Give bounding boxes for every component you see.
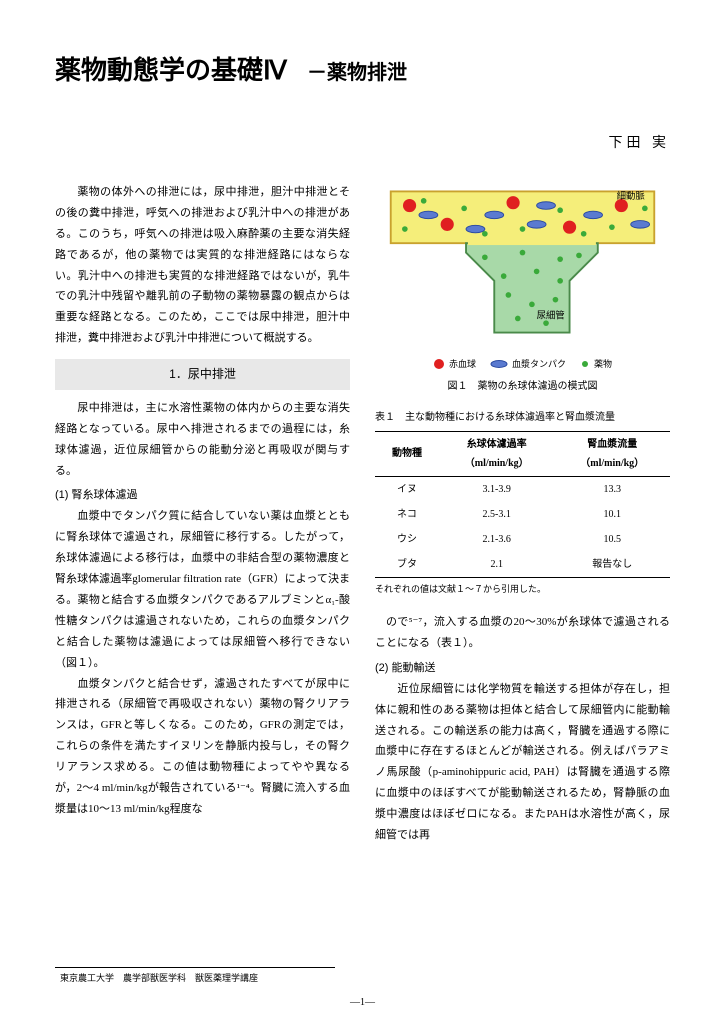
paragraph: 近位尿細管には化学物質を輸送する担体が存在し，担体に親和性のある薬物は担体と結合… bbox=[375, 679, 670, 846]
glomerular-filtration-diagram: 細動脈 尿細管 bbox=[375, 182, 670, 342]
main-title: 薬物動態学の基礎Ⅳ bbox=[55, 50, 287, 87]
figure-1: 細動脈 尿細管 赤血球 血漿タンパク 薬物 図１ 薬物の糸球体濾過の模式図 bbox=[375, 182, 670, 396]
table-note: それぞれの値は文献１～７から引用した。 bbox=[375, 581, 670, 598]
table-cell: 2.1 bbox=[439, 552, 555, 578]
paragraph: 薬物の体外への排泄には，尿中排泄，胆汁中排泄とその後の糞中排泄，呼気への排泄およ… bbox=[55, 182, 350, 349]
table-row: イヌ3.1-3.913.3 bbox=[375, 476, 670, 502]
table-cell: 報告なし bbox=[554, 552, 670, 578]
legend-rbc: 赤血球 bbox=[433, 356, 476, 373]
table-caption: 表１ 主な動物種における糸球体濾過率と腎血漿流量 bbox=[375, 410, 670, 425]
page-number: ―1― bbox=[0, 997, 725, 1008]
legend-drug: 薬物 bbox=[580, 356, 612, 373]
table-col-rpf: 腎血漿流量（ml/min/kg） bbox=[554, 431, 670, 476]
table-row: ブタ2.1報告なし bbox=[375, 552, 670, 578]
paragraph: 血漿タンパクと結合せず，濾過されたすべてが尿中に排泄される（尿細管で再吸収されな… bbox=[55, 674, 350, 820]
table-cell: 13.3 bbox=[554, 476, 670, 502]
right-column: 細動脈 尿細管 赤血球 血漿タンパク 薬物 図１ 薬物の糸球体濾過の模式図 bbox=[375, 182, 670, 846]
table-cell: 2.5-3.1 bbox=[439, 502, 555, 527]
title-row: 薬物動態学の基礎Ⅳ －薬物排泄 bbox=[55, 50, 670, 87]
table-cell: 10.1 bbox=[554, 502, 670, 527]
tubule-label: 尿細管 bbox=[537, 309, 565, 320]
table-row: ネコ2.5-3.110.1 bbox=[375, 502, 670, 527]
table-col-gfr: 糸球体濾過率（ml/min/kg） bbox=[439, 431, 555, 476]
gfr-table: 動物種 糸球体濾過率（ml/min/kg） 腎血漿流量（ml/min/kg） イ… bbox=[375, 431, 670, 578]
subtitle: －薬物排泄 bbox=[307, 56, 407, 85]
affiliation: 東京農工大学 農学部獣医学科 獣医薬理学講座 bbox=[60, 971, 258, 984]
arteriole-label: 細動脈 bbox=[617, 190, 646, 201]
table-cell: ネコ bbox=[375, 502, 439, 527]
subsection-heading: (2) 能動輸送 bbox=[375, 658, 670, 679]
footer-rule bbox=[55, 967, 335, 968]
table-row: ウシ2.1-3.610.5 bbox=[375, 527, 670, 552]
table-cell: イヌ bbox=[375, 476, 439, 502]
table-cell: 2.1-3.6 bbox=[439, 527, 555, 552]
figure-caption: 図１ 薬物の糸球体濾過の模式図 bbox=[375, 377, 670, 396]
paragraph: ので⁵⁻⁷，流入する血漿の20～30%が糸球体で濾過されることになる（表１）。 bbox=[375, 612, 670, 654]
paragraph: 血漿中でタンパク質に結合していない薬は血漿とともに腎糸球体で濾過され，尿細管に移… bbox=[55, 506, 350, 673]
legend-protein: 血漿タンパク bbox=[490, 356, 566, 373]
author: 下田 実 bbox=[55, 132, 670, 152]
left-column: 薬物の体外への排泄には，尿中排泄，胆汁中排泄とその後の糞中排泄，呼気への排泄およ… bbox=[55, 182, 350, 846]
section-header: 1．尿中排泄 bbox=[55, 359, 350, 390]
subsection-heading: (1) 腎糸球体濾過 bbox=[55, 485, 350, 506]
table-header-row: 動物種 糸球体濾過率（ml/min/kg） 腎血漿流量（ml/min/kg） bbox=[375, 431, 670, 476]
table-cell: ブタ bbox=[375, 552, 439, 578]
paragraph: 尿中排泄は，主に水溶性薬物の体内からの主要な消失経路となっている。尿中へ排泄され… bbox=[55, 398, 350, 482]
table-cell: ウシ bbox=[375, 527, 439, 552]
content-columns: 薬物の体外への排泄には，尿中排泄，胆汁中排泄とその後の糞中排泄，呼気への排泄およ… bbox=[55, 182, 670, 846]
table-cell: 10.5 bbox=[554, 527, 670, 552]
table-col-species: 動物種 bbox=[375, 431, 439, 476]
figure-legend: 赤血球 血漿タンパク 薬物 bbox=[375, 356, 670, 373]
table-cell: 3.1-3.9 bbox=[439, 476, 555, 502]
